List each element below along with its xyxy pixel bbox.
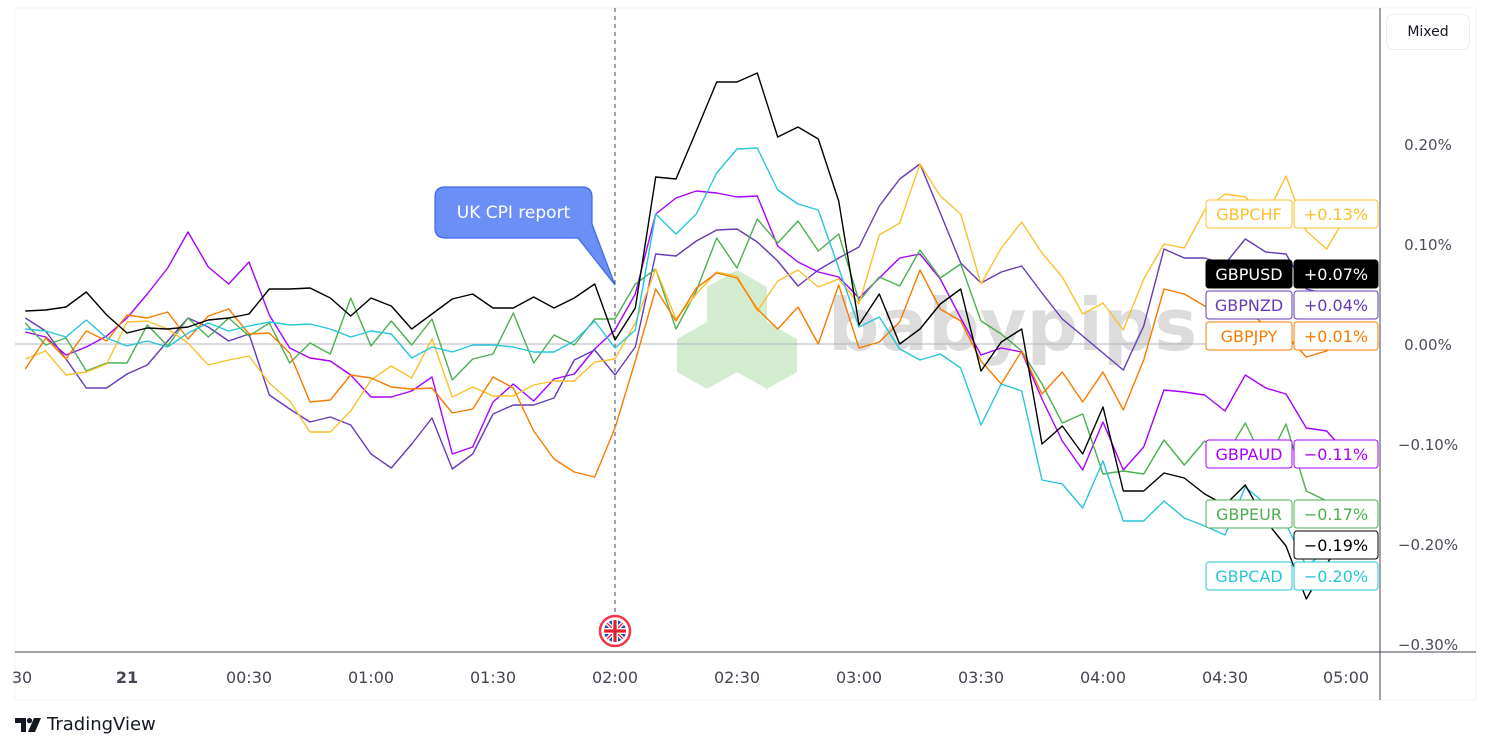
price-tick-label: 0.10% (1404, 236, 1452, 254)
series-price-labels: GBPCHF +0.13% GBPUSD +0.07% GBPNZD +0.04% GBPJ… (1205, 199, 1379, 591)
time-axis[interactable]: 30 21 00:30 01:00 01:30 02:00 02:30 03:00 03:30 0… (12, 668, 1369, 687)
time-tick-label: 03:30 (958, 668, 1004, 687)
series-line-gbpeur[interactable] (24, 218, 1348, 515)
series-name-label: GBPJPY (1221, 327, 1278, 346)
scale-mode-button[interactable]: Mixed (1386, 14, 1470, 50)
series-value-label: +0.04% (1304, 296, 1368, 315)
series-value-label: +0.01% (1304, 327, 1368, 346)
series-line-gbpnzd[interactable] (24, 163, 1348, 470)
price-label-gbpaud: GBPAUD −0.11% (1205, 439, 1379, 469)
series-value-label: −0.20% (1304, 567, 1368, 586)
series-name-label: GBPAUD (1216, 445, 1283, 464)
series-value-label: +0.13% (1304, 205, 1368, 224)
series-name-label: GBPCAD (1215, 567, 1282, 586)
series-line-gbpcad[interactable] (25, 147, 1348, 567)
time-tick-label: 04:00 (1080, 668, 1126, 687)
price-tick-label: −0.20% (1398, 536, 1458, 554)
series-name-label: GBPUSD (1215, 265, 1282, 284)
callout-bubble (434, 186, 616, 286)
price-label-gbpnzd: GBPNZD +0.04% (1205, 290, 1379, 320)
series-line-gbpaud[interactable] (25, 190, 1348, 471)
series-line-gbpusd[interactable] (25, 72, 1348, 600)
series-name-label: GBPNZD (1215, 296, 1283, 315)
tradingview-logo-icon (15, 717, 41, 732)
price-tick-label: 0.20% (1404, 136, 1452, 154)
series-layer (24, 72, 1348, 600)
watermark-text: babypips (828, 283, 1197, 367)
price-axis[interactable]: 0.20% 0.10% 0.00% −0.10% −0.20% −0.30% (1398, 136, 1458, 654)
time-tick-label: 21 (116, 668, 138, 687)
time-tick-label: 30 (12, 668, 32, 687)
series-value-label: −0.19% (1304, 536, 1368, 555)
price-tick-label: −0.10% (1398, 436, 1458, 454)
price-label-gbpeur: GBPEUR −0.17% (1205, 499, 1379, 529)
series-name-label: GBPCHF (1216, 205, 1281, 224)
series-value-label: +0.07% (1304, 265, 1368, 284)
price-label-gbpjpy: GBPJPY +0.01% (1205, 321, 1379, 351)
time-tick-label: 02:30 (714, 668, 760, 687)
time-tick-label: 05:00 (1323, 668, 1369, 687)
time-tick-label: 01:30 (470, 668, 516, 687)
price-tick-label: −0.30% (1398, 636, 1458, 654)
price-label-gbpusd: GBPUSD +0.07% (1205, 259, 1379, 289)
time-tick-label: 04:30 (1202, 668, 1248, 687)
time-tick-label: 01:00 (348, 668, 394, 687)
time-tick-label: 03:00 (836, 668, 882, 687)
series-line-gbpjpy[interactable] (24, 269, 1348, 478)
time-tick-label: 00:30 (226, 668, 272, 687)
tradingview-label: TradingView (47, 714, 156, 735)
time-tick-label: 02:00 (592, 668, 638, 687)
series-value-label: −0.11% (1304, 445, 1368, 464)
series-name-label: GBPEUR (1216, 505, 1282, 524)
series-line-gbpchf[interactable] (25, 163, 1348, 433)
tradingview-logo[interactable]: TradingView (15, 714, 156, 735)
uk-flag-icon[interactable] (598, 614, 632, 648)
price-label-gbpchf: GBPCHF +0.13% (1205, 199, 1379, 229)
series-value-label: −0.17% (1304, 505, 1368, 524)
babypips-watermark: babypips (677, 270, 1197, 389)
price-label-last-value: −0.19% (1293, 530, 1379, 560)
price-label-gbpcad: GBPCAD −0.20% (1205, 561, 1379, 591)
price-tick-label: 0.00% (1404, 336, 1452, 354)
